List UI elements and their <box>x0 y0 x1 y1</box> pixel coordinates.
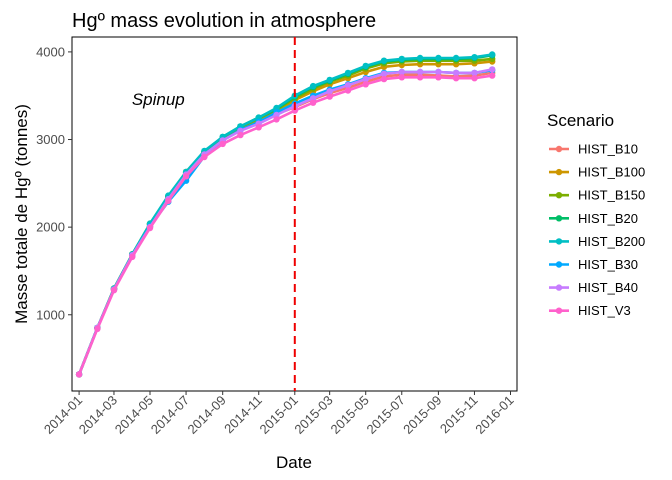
x-tick-label: 2014-11 <box>221 393 265 437</box>
legend-key-point <box>555 284 563 291</box>
x-tick-label: 2016-01 <box>472 393 516 437</box>
data-point <box>110 287 118 294</box>
data-point <box>326 93 333 100</box>
data-point <box>273 111 280 119</box>
y-tick-label: 2000 <box>36 220 65 235</box>
data-point <box>489 66 496 73</box>
x-tick-label: 2015-03 <box>291 393 335 437</box>
data-point <box>362 75 369 83</box>
data-point <box>146 224 154 232</box>
data-point <box>344 69 352 77</box>
y-tick-label: 1000 <box>36 307 65 322</box>
data-point <box>309 95 317 102</box>
x-tick-label: 2015-05 <box>327 393 371 437</box>
data-point <box>452 69 460 77</box>
legend-key-point <box>555 238 563 245</box>
data-point <box>398 74 405 81</box>
data-point <box>489 51 496 58</box>
data-point <box>362 62 369 70</box>
data-point <box>362 81 369 88</box>
data-point <box>416 54 424 62</box>
data-point <box>380 57 388 64</box>
legend-title: Scenario <box>547 111 614 130</box>
legend: Scenario HIST_B10 HIST_B100 HIST_B150 HIST_… <box>547 111 645 318</box>
data-point <box>471 69 478 77</box>
data-point <box>416 74 424 81</box>
data-point <box>255 124 262 131</box>
y-tick-label: 4000 <box>36 44 65 59</box>
legend-key-point <box>555 307 563 314</box>
data-point <box>380 75 388 83</box>
data-point <box>309 82 317 90</box>
data-point <box>129 253 136 261</box>
data-point <box>435 68 442 76</box>
data-point <box>380 70 388 78</box>
data-point <box>471 75 478 82</box>
legend-label: HIST_B200 <box>578 234 645 249</box>
x-tick-label: 2014-05 <box>112 393 156 437</box>
data-point <box>94 325 101 332</box>
data-point <box>255 114 262 121</box>
spinup-annotation: Spinup <box>132 90 185 109</box>
plot-layer <box>75 37 496 391</box>
legend-key-point <box>555 145 563 153</box>
data-point <box>75 371 83 378</box>
x-tick-label: 2015-11 <box>437 393 481 437</box>
data-point <box>309 99 317 106</box>
data-point <box>291 107 298 114</box>
data-point <box>326 76 333 84</box>
data-point <box>344 82 352 89</box>
data-point <box>416 68 424 76</box>
legend-label: HIST_V3 <box>578 303 631 318</box>
legend-key-point <box>555 192 563 199</box>
data-point <box>489 72 496 79</box>
data-point <box>237 131 244 139</box>
data-point <box>398 55 405 63</box>
data-point <box>165 197 172 205</box>
legend-key-point <box>555 168 563 176</box>
y-tick-label: 3000 <box>36 132 65 147</box>
legend-label: HIST_B150 <box>578 188 645 203</box>
legend-label: HIST_B20 <box>578 211 638 226</box>
legend-label: HIST_B30 <box>578 257 638 272</box>
data-point <box>273 116 280 123</box>
data-point <box>452 54 460 62</box>
chart-title: Hgº mass evolution in atmosphere <box>72 10 376 32</box>
data-point <box>435 74 442 81</box>
data-point <box>219 140 226 148</box>
data-point <box>435 54 442 62</box>
y-axis-title: Masse totale de Hgº (tonnes) <box>12 104 31 324</box>
data-point <box>273 104 280 112</box>
data-point <box>452 75 460 82</box>
data-point <box>344 87 352 94</box>
data-point <box>182 173 190 180</box>
legend-key-point <box>555 261 563 268</box>
x-tick-label: 2015-09 <box>400 393 444 437</box>
x-tick-label: 2014-03 <box>76 393 120 437</box>
data-point <box>398 68 405 76</box>
legend-label: HIST_B100 <box>578 165 645 180</box>
x-tick-label: 2014-09 <box>184 393 228 437</box>
legend-label: HIST_B10 <box>578 142 638 157</box>
legend-label: HIST_B40 <box>578 280 638 295</box>
x-tick-label: 2014-07 <box>148 393 192 437</box>
x-axis-title: Date <box>276 453 312 472</box>
x-tick-label: 2015-07 <box>364 393 408 437</box>
data-point <box>201 153 208 161</box>
data-point <box>471 54 478 61</box>
legend-key-point <box>555 215 563 222</box>
data-point <box>326 88 333 95</box>
